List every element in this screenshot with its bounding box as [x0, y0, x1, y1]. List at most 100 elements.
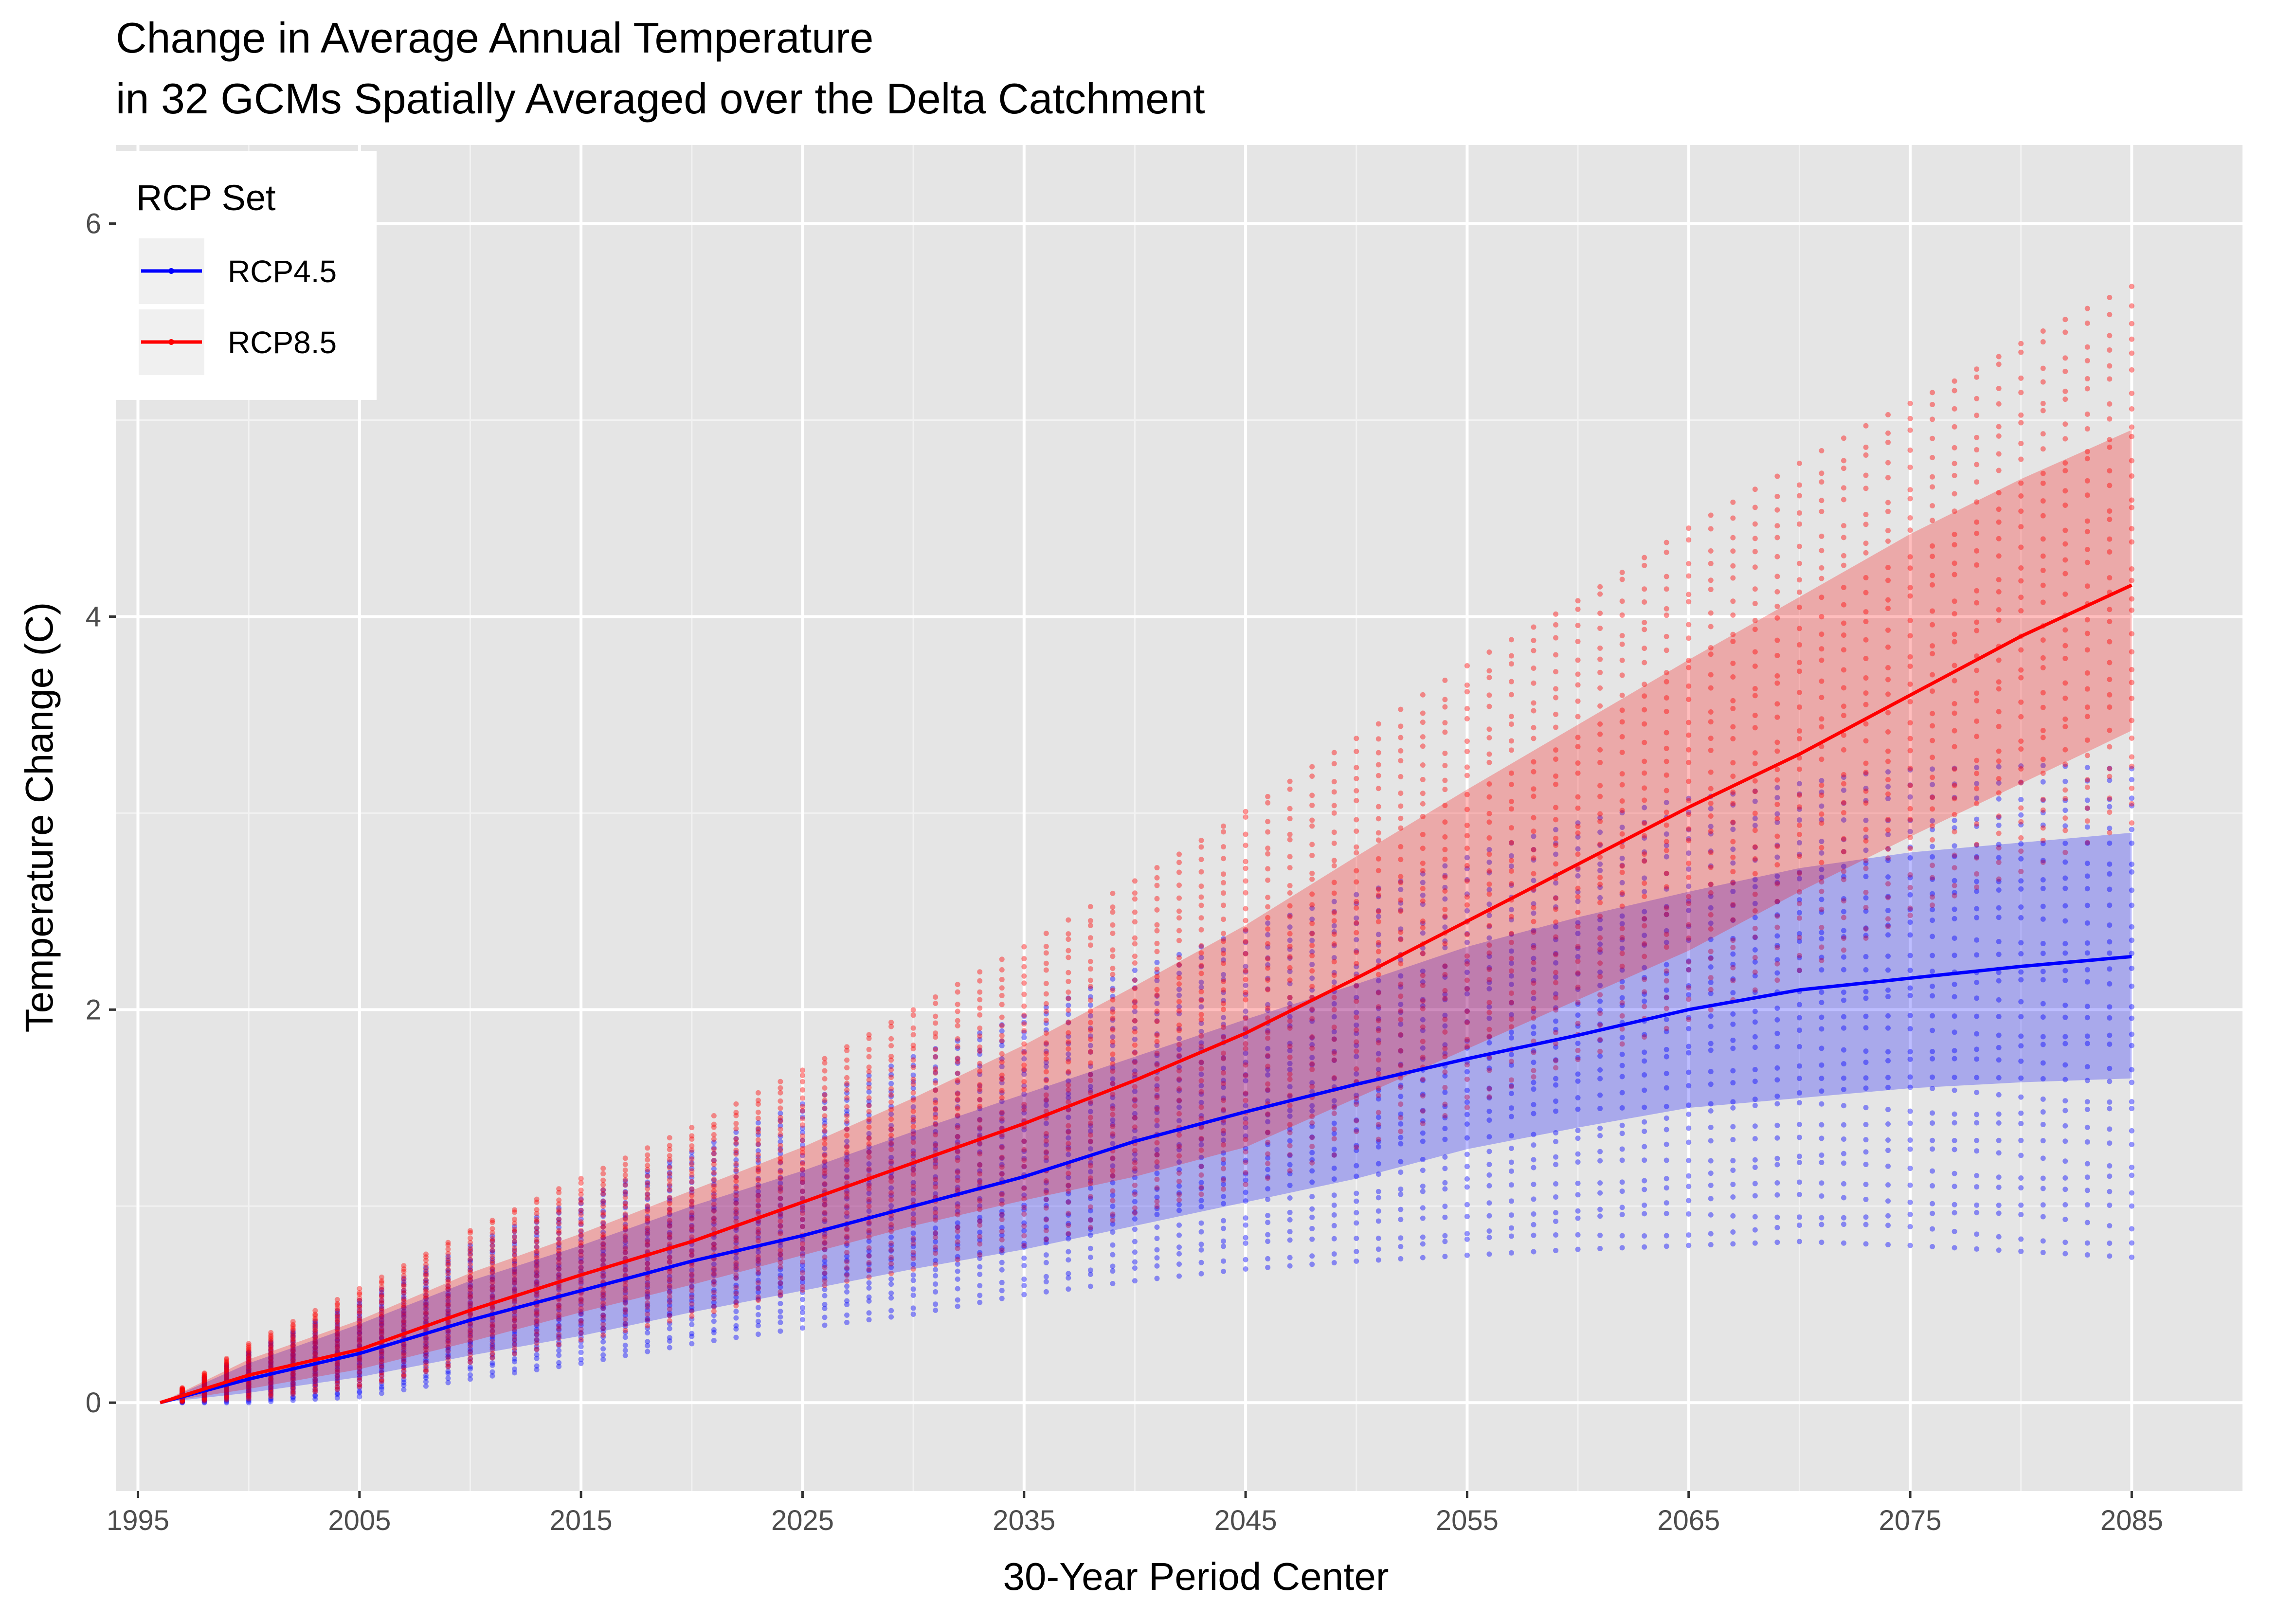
gcm-point [955, 1268, 960, 1274]
gcm-point [1198, 1247, 1204, 1253]
gcm-point [1198, 1186, 1204, 1191]
gcm-point [977, 1044, 983, 1050]
gcm-point [423, 1357, 429, 1363]
gcm-point [2018, 1043, 2024, 1049]
gcm-point [224, 1390, 230, 1396]
gcm-point [689, 1316, 695, 1322]
gcm-point [1642, 1032, 1647, 1038]
gcm-point [445, 1311, 451, 1316]
gcm-point [578, 1322, 584, 1328]
gcm-point [379, 1348, 384, 1354]
gcm-point [1575, 1023, 1581, 1029]
gcm-point [822, 1211, 828, 1217]
gcm-point [645, 1280, 651, 1286]
gcm-point [910, 1230, 916, 1236]
gcm-point [999, 1170, 1005, 1176]
gcm-point [1774, 1093, 1780, 1099]
gcm-point [2084, 1078, 2090, 1083]
gcm-point [489, 1355, 495, 1361]
gcm-point [1087, 997, 1093, 1003]
gcm-point [1287, 1113, 1293, 1119]
gcm-point [1354, 1173, 1359, 1179]
gcm-point [1752, 1097, 1758, 1102]
gcm-point [1354, 1143, 1359, 1149]
gcm-point [711, 1330, 717, 1335]
gcm-point [955, 1055, 960, 1061]
gcm-point [1642, 1178, 1647, 1184]
gcm-point [2084, 765, 2090, 771]
gcm-point [977, 1264, 983, 1270]
gcm-point [1708, 1183, 1714, 1188]
gcm-point [1885, 1198, 1891, 1204]
gcm-point [1863, 1222, 1869, 1227]
gcm-point [1287, 1127, 1293, 1133]
gcm-point [733, 1266, 739, 1272]
gcm-point [1287, 1152, 1293, 1158]
gcm-point [1375, 1144, 1381, 1150]
gcm-point [1863, 1182, 1869, 1188]
gcm-point [1996, 997, 2002, 1003]
gcm-point [1287, 1162, 1293, 1168]
gcm-point [600, 1339, 606, 1345]
gcm-point [1398, 1256, 1404, 1262]
gcm-point [1110, 1213, 1116, 1219]
gcm-point [1508, 1035, 1514, 1041]
gcm-point [977, 1272, 983, 1278]
gcm-point [556, 1342, 562, 1348]
gcm-point [1198, 943, 1204, 949]
gcm-point [1110, 1192, 1116, 1198]
gcm-point [1508, 1225, 1514, 1231]
gcm-point [600, 1292, 606, 1297]
gcm-point [888, 1216, 894, 1222]
gcm-point [1575, 1246, 1581, 1252]
gcm-point [910, 1081, 916, 1087]
gcm-point [468, 1323, 473, 1329]
gcm-point [1021, 1255, 1027, 1261]
gcm-point [423, 1359, 429, 1365]
gcm-point [2018, 1014, 2024, 1020]
gcm-point [1331, 1212, 1337, 1218]
gcm-point [1930, 1183, 1935, 1189]
gcm-point [667, 1297, 672, 1303]
gcm-point [1066, 1191, 1071, 1197]
gcm-point [822, 1258, 828, 1264]
gcm-point [1663, 1046, 1669, 1052]
gcm-point [1774, 1135, 1780, 1141]
gcm-point [1597, 1232, 1603, 1238]
gcm-point [977, 1250, 983, 1256]
gcm-point [1952, 1111, 1957, 1117]
gcm-point [822, 1231, 828, 1237]
gcm-point [955, 1208, 960, 1214]
gcm-point [1663, 1085, 1669, 1091]
gcm-point [1708, 1196, 1714, 1202]
gcm-point [2018, 1094, 2024, 1100]
gcm-point [1309, 1123, 1315, 1129]
gcm-point [2018, 1212, 2024, 1218]
gcm-point [1486, 1040, 1492, 1045]
gcm-point [180, 1397, 185, 1403]
gcm-point [1331, 1251, 1337, 1257]
gcm-point [1508, 1052, 1514, 1058]
gcm-point [1531, 1142, 1537, 1148]
gcm-point [999, 1224, 1005, 1230]
gcm-point [1996, 796, 2002, 802]
gcm-point [910, 1292, 916, 1298]
gcm-point [312, 1382, 318, 1387]
gcm-point [1486, 1117, 1492, 1123]
gcm-point [1730, 1167, 1736, 1173]
gcm-point [489, 1323, 495, 1329]
gcm-point [1176, 1147, 1182, 1152]
gcm-point [1663, 1157, 1669, 1163]
gcm-point [489, 1352, 495, 1358]
gcm-point [2129, 1172, 2134, 1178]
gcm-point [1398, 1235, 1404, 1241]
gcm-point [645, 1291, 651, 1296]
gcm-point [2129, 1203, 2134, 1209]
gcm-point [1354, 1198, 1359, 1204]
gcm-point [578, 1339, 584, 1345]
gcm-point [1531, 1048, 1537, 1054]
gcm-point [445, 1328, 451, 1333]
gcm-point [246, 1388, 252, 1394]
gcm-point [224, 1399, 230, 1404]
gcm-point [1309, 1179, 1315, 1185]
